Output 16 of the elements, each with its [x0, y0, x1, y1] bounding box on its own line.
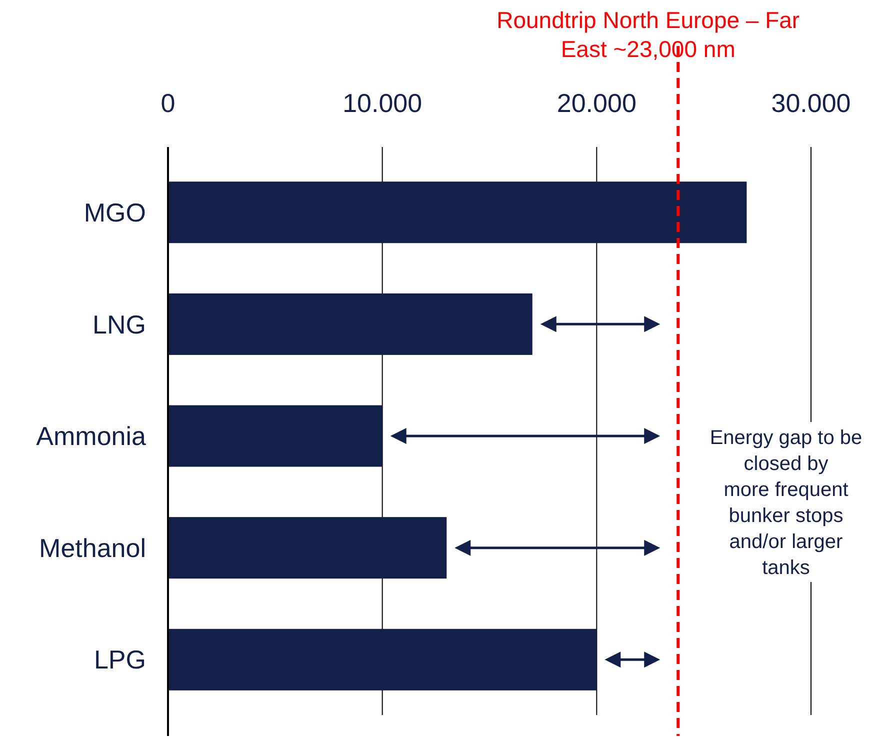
ref-line-label: Roundtrip North Europe – Far East ~23,000 nm	[496, 7, 800, 62]
y-tick-label: MGO	[84, 197, 146, 228]
x-tick-label: 10.000	[342, 88, 422, 118]
annotation: Energy gap to be closed by more frequent bunker stops and/or larger tanks	[710, 427, 862, 579]
x-tick-label: 20.000	[556, 88, 636, 118]
y-tick-label: LPG	[94, 644, 146, 675]
y-tick-label: Methanol	[39, 532, 146, 563]
bar	[168, 517, 447, 579]
bar	[168, 405, 382, 467]
bar	[168, 628, 597, 690]
y-tick-label: Ammonia	[36, 421, 147, 452]
y-tick-label: LNG	[92, 309, 146, 340]
x-tick-label: 30.000	[771, 88, 851, 118]
bar	[168, 182, 747, 244]
bar	[168, 293, 532, 355]
x-tick-label: 0	[160, 88, 176, 118]
